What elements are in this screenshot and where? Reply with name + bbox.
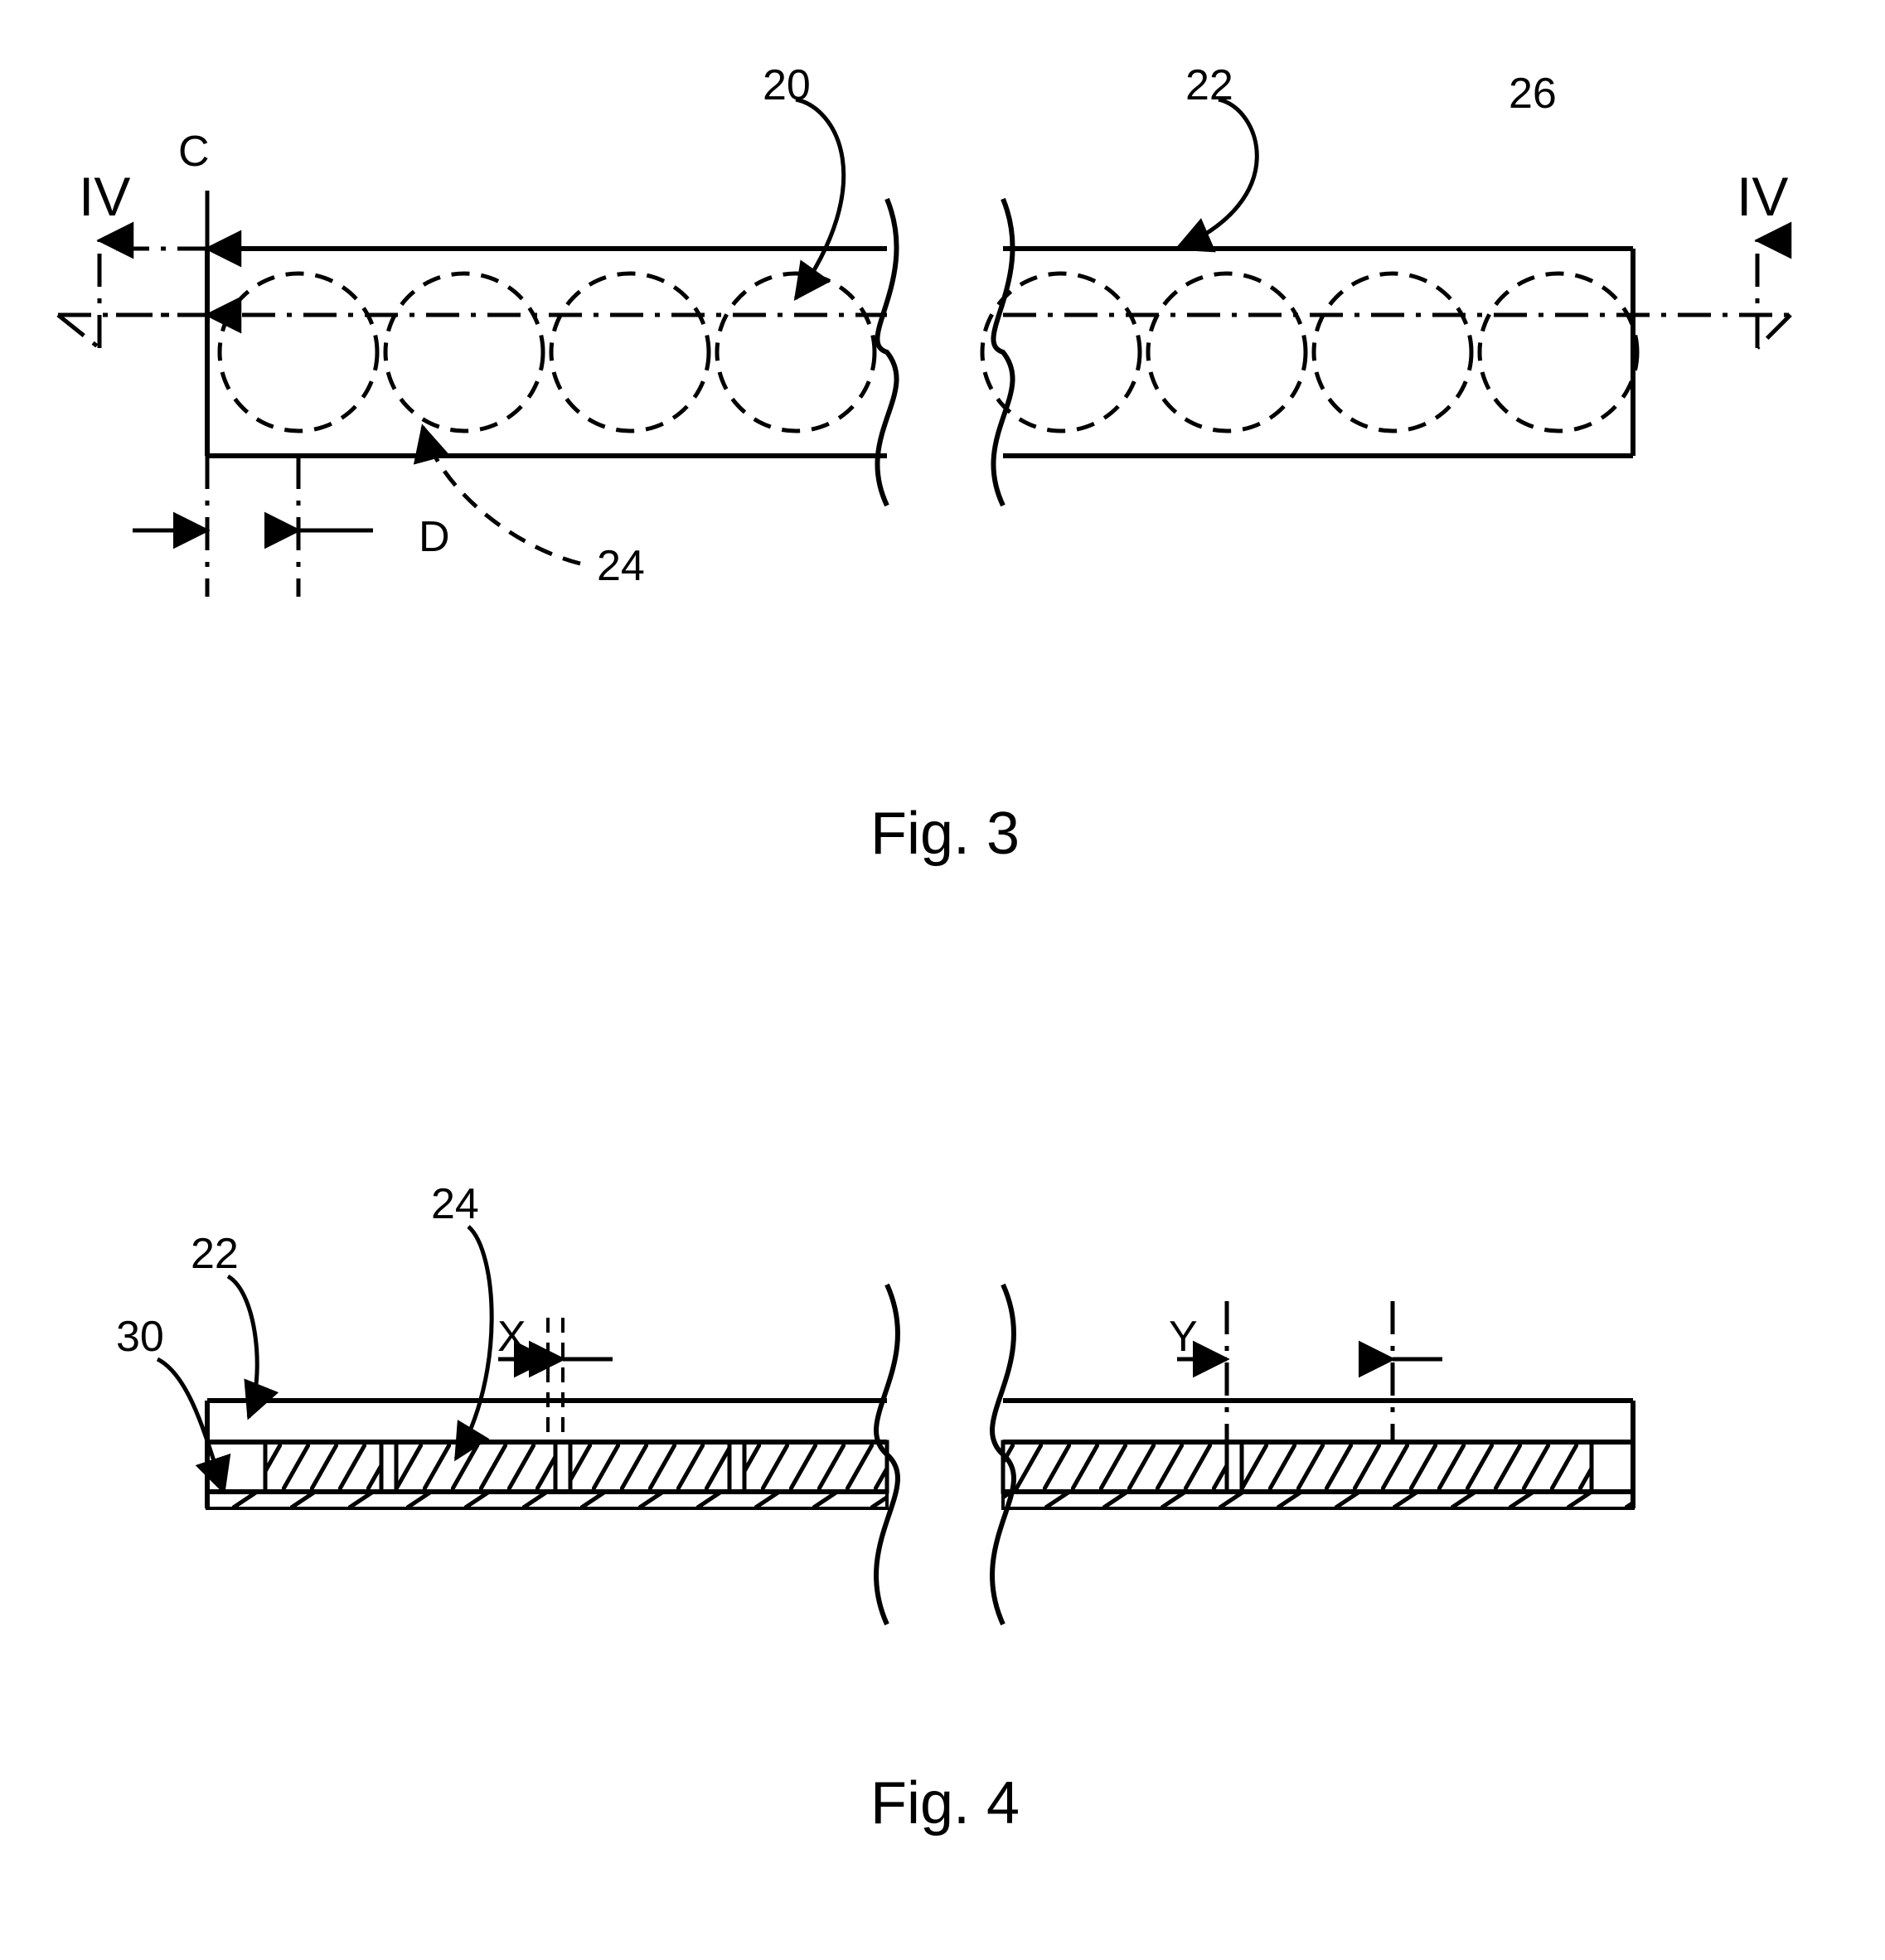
dim-c-label: C — [178, 128, 210, 176]
figure-3: IV IV C D 20 22 26 24 Fig. 3 — [58, 61, 1791, 867]
figure-4: X Y 24 22 30 Fig. 4 — [116, 1180, 1633, 1837]
ref-26: 26 — [1509, 70, 1557, 118]
ref-24b: 24 — [431, 1180, 479, 1228]
ref-22: 22 — [1185, 61, 1233, 109]
layer-30 — [207, 1492, 887, 1508]
fig3-caption: Fig. 3 — [870, 801, 1020, 867]
layer-24 — [570, 1442, 729, 1492]
ref-22b: 22 — [191, 1230, 239, 1278]
ref-24: 24 — [597, 542, 645, 590]
hole-24 — [1314, 273, 1471, 431]
ref-30: 30 — [116, 1313, 164, 1361]
dim-x-label: X — [497, 1313, 526, 1361]
hole-24 — [385, 273, 543, 431]
section-label-left: IV — [79, 166, 130, 227]
layer-24 — [1242, 1442, 1592, 1492]
fig4-caption: Fig. 4 — [870, 1770, 1020, 1837]
dim-d-label: D — [419, 513, 450, 561]
layer-24 — [744, 1442, 887, 1492]
layer-24 — [265, 1442, 381, 1492]
ref-20: 20 — [763, 61, 811, 109]
layer-30 — [1003, 1492, 1633, 1508]
layer-24 — [396, 1442, 555, 1492]
dim-y-label: Y — [1169, 1313, 1198, 1361]
hole-24 — [1148, 273, 1306, 431]
layer-24 — [1003, 1442, 1227, 1492]
hole-24 — [220, 273, 377, 431]
hole-24 — [551, 273, 709, 431]
section-label-right: IV — [1737, 166, 1788, 227]
hole-24 — [1480, 273, 1637, 431]
